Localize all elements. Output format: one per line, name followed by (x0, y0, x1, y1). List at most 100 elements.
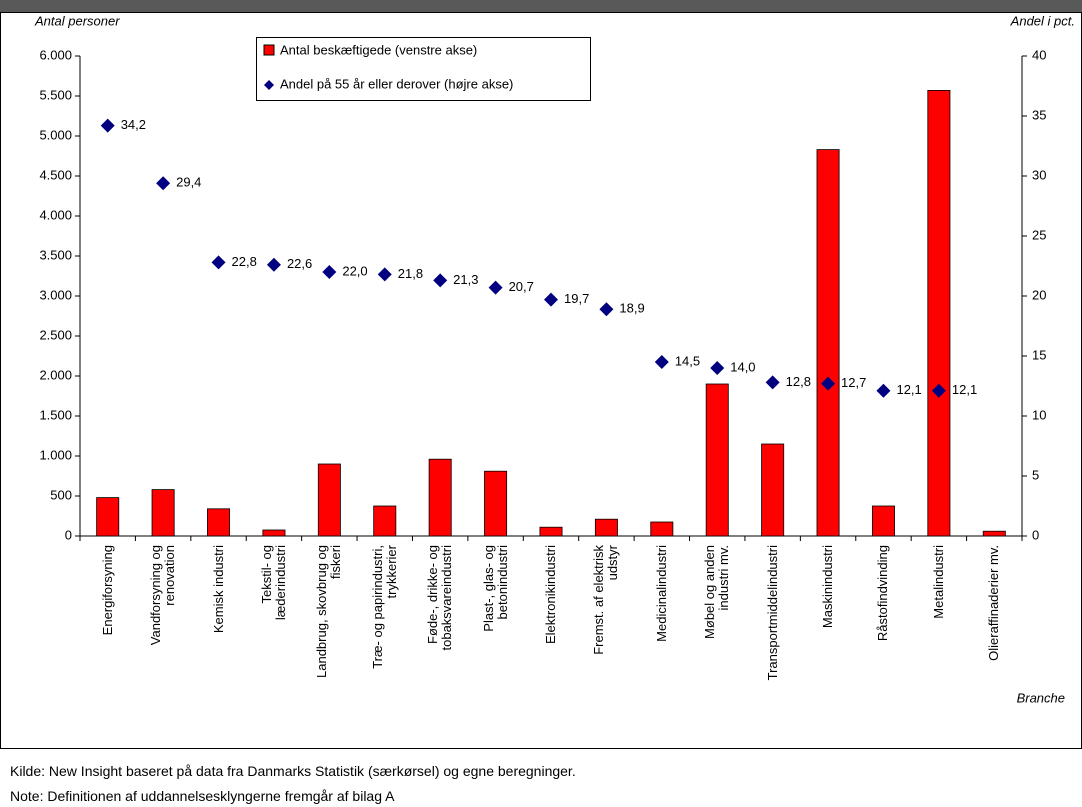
data-label: 14,0 (730, 359, 755, 374)
marker (821, 376, 836, 391)
bar (484, 470, 508, 537)
data-label: 29,4 (176, 175, 201, 190)
marker (433, 273, 448, 288)
marker (211, 255, 226, 270)
x-axis-label: Branche (1017, 690, 1065, 705)
y2-tick-label: 30 (1032, 167, 1046, 182)
data-label: 21,3 (453, 272, 478, 287)
data-label: 21,8 (398, 266, 423, 281)
x-tick-label: Energiforsyning (99, 545, 115, 636)
marker (156, 176, 171, 191)
y-axis-label: Antal personer (34, 13, 120, 28)
marker (876, 383, 891, 398)
bar (262, 529, 286, 537)
data-label: 12,8 (786, 374, 811, 389)
marker (377, 267, 392, 282)
marker (100, 118, 115, 133)
x-tick-label: Råstofindvinding (875, 545, 891, 642)
x-tick-label: Kemisk industri (210, 545, 226, 634)
y2-tick-label: 25 (1032, 227, 1046, 242)
data-label: 12,1 (952, 382, 977, 397)
y-tick-label: 5.000 (39, 127, 72, 142)
legend-label: Andel på 55 år eller derover (højre akse… (280, 76, 513, 91)
marker (488, 280, 503, 295)
x-tick-label: Medicinalindustri (653, 545, 669, 642)
bar (539, 526, 563, 537)
bar (761, 443, 785, 537)
y-tick-label: 3.000 (39, 287, 72, 302)
y2-tick-label: 10 (1032, 407, 1046, 422)
bar (650, 521, 674, 537)
bar (705, 383, 729, 537)
y2-tick-label: 40 (1032, 47, 1046, 62)
y-tick-label: 500 (50, 487, 72, 502)
bar (96, 497, 120, 537)
y-tick-label: 3.500 (39, 247, 72, 262)
bar (871, 505, 895, 537)
x-tick-label: Metalindustri (930, 545, 946, 619)
data-label: 20,7 (509, 279, 534, 294)
x-tick-label: Tekstil- og læderindustri (258, 545, 288, 621)
marker (931, 383, 946, 398)
y-tick-label: 5.500 (39, 87, 72, 102)
legend-swatch (263, 44, 275, 56)
marker (654, 355, 669, 369)
bar (207, 508, 231, 537)
y-tick-label: 2.500 (39, 327, 72, 342)
y-tick-label: 6.000 (39, 47, 72, 62)
bar (151, 489, 175, 537)
x-tick-label: Transportmiddelindustri (764, 545, 780, 681)
marker (710, 361, 725, 375)
data-label: 12,1 (896, 382, 921, 397)
data-label: 12,7 (841, 375, 866, 390)
data-label: 14,5 (675, 353, 700, 368)
bar (927, 90, 951, 537)
y2-tick-label: 5 (1032, 467, 1039, 482)
legend (256, 37, 591, 101)
legend-swatch (264, 80, 274, 90)
y2-tick-label: 35 (1032, 107, 1046, 122)
y-tick-label: 1.000 (39, 447, 72, 462)
data-label: 22,0 (342, 263, 367, 278)
x-tick-label: Plast-, glas- og betonindustri (480, 545, 510, 632)
data-label: 22,6 (287, 256, 312, 271)
x-tick-label: Maskinindustri (820, 545, 836, 629)
x-tick-label: Elektronikindustri (543, 545, 558, 644)
x-tick-label: Vandforsyning og renovation (148, 545, 178, 646)
y-tick-label: 4.000 (39, 207, 72, 222)
bar (594, 518, 618, 537)
marker (544, 292, 558, 307)
y2-tick-label: 20 (1032, 287, 1046, 302)
y2-tick-label: 0 (1032, 527, 1039, 542)
source: Kilde: New Insight baseret på data fra D… (10, 763, 576, 779)
y-tick-label: 2.000 (39, 367, 72, 382)
marker (322, 265, 337, 279)
bar (982, 530, 1006, 537)
y-tick-label: 1.500 (39, 407, 72, 422)
bar (816, 149, 840, 537)
x-tick-label: Møbel og anden industri mv. (702, 545, 732, 639)
x-tick-label: Fremst. af elektrisk udstyr (591, 545, 621, 655)
bar (428, 458, 452, 537)
marker (599, 302, 614, 317)
y-tick-label: 0 (65, 527, 72, 542)
bar (317, 463, 341, 537)
y2-axis-label: Andel i pct. (1010, 13, 1075, 28)
data-label: 18,9 (619, 301, 644, 316)
x-tick-label: Træ- og papirindustri, trykkerier (369, 545, 399, 669)
header-bar (0, 0, 1082, 12)
x-tick-label: Olieraffinaderier mv. (986, 545, 1002, 661)
legend-label: Antal beskæftigede (venstre akse) (280, 42, 477, 57)
marker (266, 257, 281, 272)
marker (765, 375, 780, 390)
x-tick-label: Føde-, drikke- og tobaksvareindustri (425, 545, 455, 651)
x-tick-label: Landbrug, skovbrug og fiskeri (314, 545, 344, 678)
data-label: 19,7 (564, 291, 589, 306)
y-tick-label: 4.500 (39, 167, 72, 182)
data-label: 22,8 (232, 254, 257, 269)
data-label: 34,2 (121, 117, 146, 132)
bar (373, 505, 397, 537)
note: Note: Definitionen af uddannelsesklynger… (10, 788, 395, 804)
